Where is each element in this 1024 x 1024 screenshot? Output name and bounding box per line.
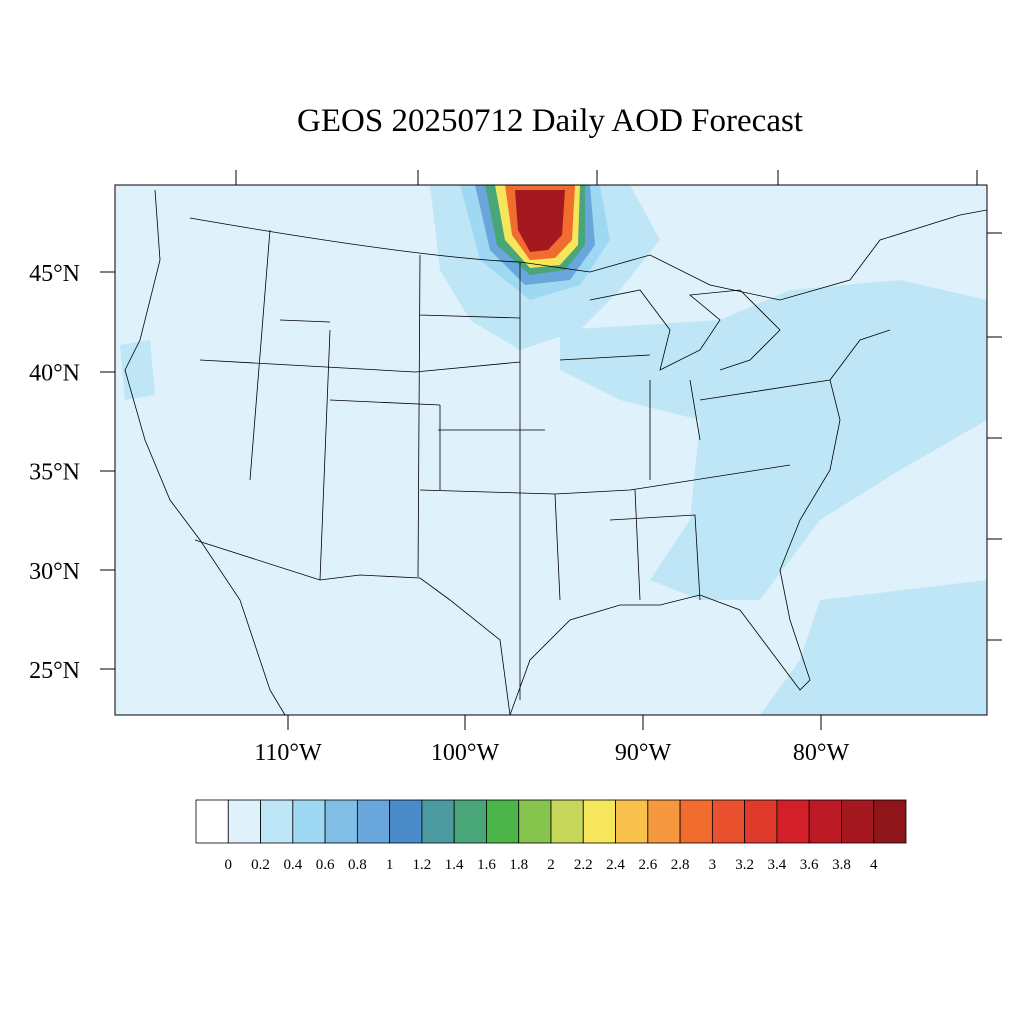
colorbar-box: [776, 799, 810, 844]
colorbar-label: 3: [709, 857, 717, 873]
colorbar-label: 3.4: [768, 857, 787, 873]
colorbar-box: [389, 799, 423, 844]
lat-label: 30°N: [29, 559, 80, 585]
colorbar-box: [518, 799, 552, 844]
colorbar-box: [841, 799, 875, 844]
colorbar-box: [647, 799, 681, 844]
colorbar: 0 0.2 0.4 0.6 0.8 1 1.2 1.4 1.6 1.8 2 2.2 2.4 2.6 2.8 3…: [195, 799, 907, 873]
colorbar-label: 2: [547, 857, 555, 873]
colorbar-box: [615, 799, 649, 844]
lon-label: 100°W: [431, 740, 500, 766]
colorbar-label: 3.6: [800, 857, 819, 873]
colorbar-label: 1.2: [413, 857, 432, 873]
colorbar-label: 1: [386, 857, 394, 873]
colorbar-box: [679, 799, 713, 844]
title: GEOS 20250712 Daily AOD Forecast: [297, 103, 803, 139]
colorbar-box: [744, 799, 778, 844]
colorbar-box: [260, 799, 294, 844]
lon-label: 90°W: [615, 740, 672, 766]
colorbar-box: [292, 799, 326, 844]
lat-label: 35°N: [29, 460, 80, 486]
frame-ticks: [100, 170, 1002, 730]
colorbar-box: [195, 799, 229, 844]
boundaries: [124, 189, 988, 716]
colorbar-box: [227, 799, 261, 844]
colorbar-label: 0.6: [316, 857, 335, 873]
colorbar-label: 4: [870, 857, 878, 873]
colorbar-label: 0.4: [283, 857, 302, 873]
colorbar-box: [808, 799, 842, 844]
colorbar-box: [356, 799, 391, 844]
colorbar-label: 1.4: [445, 857, 464, 873]
colorbar-label: 2.8: [671, 857, 690, 873]
colorbar-box: [453, 799, 487, 844]
colorbar-box: [711, 799, 746, 844]
map-frame: [114, 184, 988, 716]
colorbar-label: 1.6: [477, 857, 496, 873]
colorbar-label: 0.8: [348, 857, 367, 873]
colorbar-label: 2.4: [606, 857, 625, 873]
colorbar-label: 3.8: [832, 857, 851, 873]
colorbar-label: 0.2: [251, 857, 270, 873]
smoke-plume: [460, 185, 610, 300]
lon-label: 80°W: [793, 740, 850, 766]
colorbar-box: [550, 799, 584, 844]
colorbar-label: 2.2: [574, 857, 593, 873]
lat-label: 25°N: [29, 658, 80, 684]
colorbar-label: 1.8: [509, 857, 528, 873]
colorbar-label: 2.6: [638, 857, 657, 873]
colorbar-box: [582, 799, 616, 844]
lon-label: 110°W: [254, 740, 322, 766]
colorbar-box: [486, 799, 520, 844]
colorbar-label: 0: [225, 857, 233, 873]
map-panel: [100, 170, 1002, 730]
colorbar-box: [324, 799, 358, 844]
lat-label: 40°N: [29, 360, 80, 386]
colorbar-box: [873, 799, 907, 844]
lat-label: 45°N: [29, 261, 80, 287]
axis-labels: 45°N 40°N 35°N 30°N 25°N 110°W 100°W 90°W 80°W: [29, 261, 849, 766]
colorbar-label: 3.2: [735, 857, 754, 873]
colorbar-box: [421, 799, 455, 844]
